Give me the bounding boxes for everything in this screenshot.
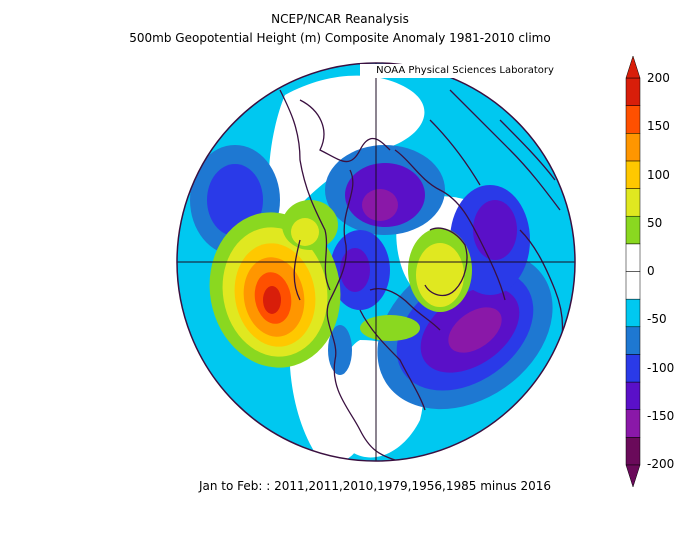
colorbar-segment bbox=[625, 381, 641, 410]
colorbar-segment bbox=[625, 133, 641, 162]
colorbar-min-arrow bbox=[625, 464, 641, 488]
colorbar-segment bbox=[625, 243, 641, 272]
coastlines bbox=[279, 89, 564, 461]
colorbar-segment bbox=[625, 354, 641, 383]
colorbar-tick-label: -200 bbox=[647, 457, 675, 471]
colorbar-tick-label: -150 bbox=[647, 408, 675, 423]
positive-anomaly-atlantic-small bbox=[360, 315, 420, 341]
colorbar-segment bbox=[625, 215, 641, 245]
credit-label: NOAA Physical Sciences Laboratory bbox=[360, 64, 570, 78]
negative-anomaly-siberia-peak bbox=[362, 189, 398, 221]
colorbar-segment bbox=[625, 326, 641, 355]
colorbar-tick-label: -50 bbox=[647, 312, 667, 327]
positive-anomaly-greenland-inner bbox=[416, 243, 464, 307]
negative-anomaly-east-asia-inner bbox=[473, 200, 517, 260]
map-boundary bbox=[176, 62, 576, 462]
negative-anomaly-pole-inner bbox=[340, 248, 370, 292]
colorbar-segment bbox=[625, 271, 641, 300]
colorbar-tick-label: 100 bbox=[647, 167, 670, 182]
colorbar-segment bbox=[625, 105, 641, 134]
colorbar-max-arrow bbox=[625, 55, 641, 79]
negative-anomaly-peak bbox=[448, 307, 502, 353]
colorbar-segment bbox=[625, 188, 641, 217]
colorbar-segment bbox=[625, 409, 641, 438]
map-field bbox=[177, 63, 575, 461]
colorbar-tick-label: 0 bbox=[647, 264, 655, 278]
colorbar-segment bbox=[625, 437, 641, 466]
chart-subtitle: 500mb Geopotential Height (m) Composite … bbox=[129, 31, 551, 45]
colorbar-segment bbox=[625, 160, 641, 189]
colorbar-tick-label: 50 bbox=[647, 215, 663, 230]
colorbar-tick-label: 150 bbox=[647, 119, 670, 134]
positive-anomaly-wna-inner bbox=[291, 218, 319, 246]
colorbar-tick-label: 200 bbox=[647, 71, 670, 85]
colorbar-segment bbox=[625, 298, 641, 328]
positive-anomaly-peak bbox=[263, 286, 281, 314]
colorbar bbox=[625, 55, 641, 488]
footer-caption: Jan to Feb: : 2011,2011,2010,1979,1956,1… bbox=[198, 479, 552, 493]
colorbar-tick-label: -100 bbox=[647, 360, 675, 375]
colorbar-segment bbox=[625, 77, 641, 106]
chart-title: NCEP/NCAR Reanalysis bbox=[271, 12, 409, 26]
